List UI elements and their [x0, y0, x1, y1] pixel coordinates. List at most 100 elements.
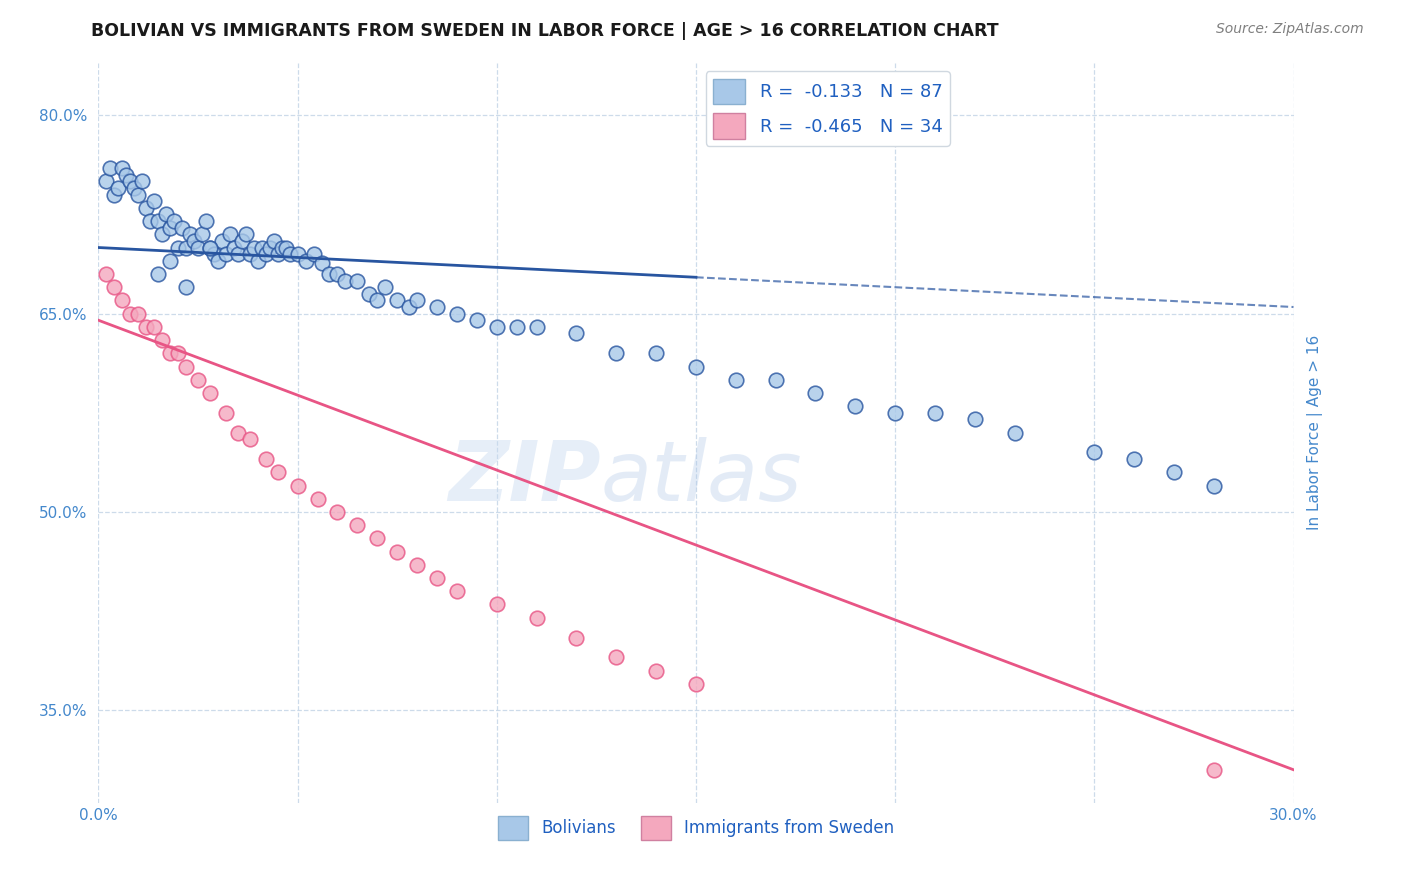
- Point: [385, 544, 409, 558]
- Point: [172, 220, 194, 235]
- Point: [346, 518, 368, 533]
- Point: [335, 274, 357, 288]
- Point: [107, 181, 129, 195]
- Point: [274, 240, 297, 255]
- Point: [446, 307, 468, 321]
- Point: [143, 194, 166, 209]
- Point: [195, 214, 218, 228]
- Point: [605, 650, 627, 665]
- Point: [163, 214, 186, 228]
- Point: [263, 234, 285, 248]
- Point: [446, 584, 468, 599]
- Point: [148, 267, 170, 281]
- Point: [135, 319, 157, 334]
- Point: [120, 307, 142, 321]
- Point: [96, 174, 118, 188]
- Text: ZIP: ZIP: [447, 436, 600, 517]
- Point: [239, 432, 262, 446]
- Point: [287, 478, 309, 492]
- Point: [294, 253, 316, 268]
- Point: [804, 386, 827, 401]
- Point: [148, 214, 170, 228]
- Point: [131, 174, 153, 188]
- Legend: Bolivians, Immigrants from Sweden: Bolivians, Immigrants from Sweden: [491, 809, 901, 847]
- Point: [150, 227, 173, 242]
- Point: [645, 664, 668, 678]
- Point: [526, 611, 548, 625]
- Point: [426, 571, 449, 585]
- Point: [254, 247, 277, 261]
- Point: [150, 333, 173, 347]
- Point: [187, 240, 209, 255]
- Point: [565, 631, 588, 645]
- Point: [1004, 425, 1026, 440]
- Point: [120, 174, 142, 188]
- Point: [465, 313, 488, 327]
- Point: [135, 201, 157, 215]
- Point: [127, 307, 149, 321]
- Point: [243, 240, 266, 255]
- Point: [124, 181, 146, 195]
- Point: [326, 267, 349, 281]
- Point: [385, 293, 409, 308]
- Point: [267, 465, 290, 479]
- Point: [366, 293, 388, 308]
- Point: [174, 359, 197, 374]
- Point: [844, 399, 866, 413]
- Point: [267, 247, 290, 261]
- Text: BOLIVIAN VS IMMIGRANTS FROM SWEDEN IN LABOR FORCE | AGE > 16 CORRELATION CHART: BOLIVIAN VS IMMIGRANTS FROM SWEDEN IN LA…: [91, 22, 1000, 40]
- Point: [963, 412, 986, 426]
- Point: [406, 558, 429, 572]
- Point: [191, 227, 214, 242]
- Point: [1083, 445, 1105, 459]
- Point: [246, 253, 269, 268]
- Point: [155, 207, 177, 221]
- Point: [159, 346, 181, 360]
- Text: atlas: atlas: [600, 436, 801, 517]
- Point: [219, 227, 242, 242]
- Point: [359, 286, 381, 301]
- Point: [884, 406, 907, 420]
- Point: [222, 240, 245, 255]
- Point: [103, 187, 125, 202]
- Point: [326, 505, 349, 519]
- Point: [111, 161, 134, 176]
- Point: [111, 293, 134, 308]
- Point: [307, 491, 329, 506]
- Point: [302, 247, 325, 261]
- Text: Source: ZipAtlas.com: Source: ZipAtlas.com: [1216, 22, 1364, 37]
- Point: [211, 234, 233, 248]
- Point: [398, 300, 420, 314]
- Point: [346, 274, 368, 288]
- Point: [526, 319, 548, 334]
- Point: [198, 386, 221, 401]
- Point: [406, 293, 429, 308]
- Point: [506, 319, 529, 334]
- Point: [226, 425, 249, 440]
- Point: [270, 240, 292, 255]
- Point: [485, 598, 508, 612]
- Point: [685, 359, 707, 374]
- Point: [226, 247, 249, 261]
- Point: [207, 253, 229, 268]
- Point: [231, 234, 253, 248]
- Point: [565, 326, 588, 341]
- Point: [174, 240, 197, 255]
- Y-axis label: In Labor Force | Age > 16: In Labor Force | Age > 16: [1308, 335, 1323, 530]
- Point: [139, 214, 162, 228]
- Point: [924, 406, 946, 420]
- Point: [1202, 478, 1225, 492]
- Point: [198, 240, 221, 255]
- Point: [366, 532, 388, 546]
- Point: [318, 267, 340, 281]
- Point: [311, 256, 333, 270]
- Point: [96, 267, 118, 281]
- Point: [159, 220, 181, 235]
- Point: [1202, 763, 1225, 777]
- Point: [187, 373, 209, 387]
- Point: [287, 247, 309, 261]
- Point: [1163, 465, 1185, 479]
- Point: [103, 280, 125, 294]
- Point: [98, 161, 122, 176]
- Point: [215, 247, 238, 261]
